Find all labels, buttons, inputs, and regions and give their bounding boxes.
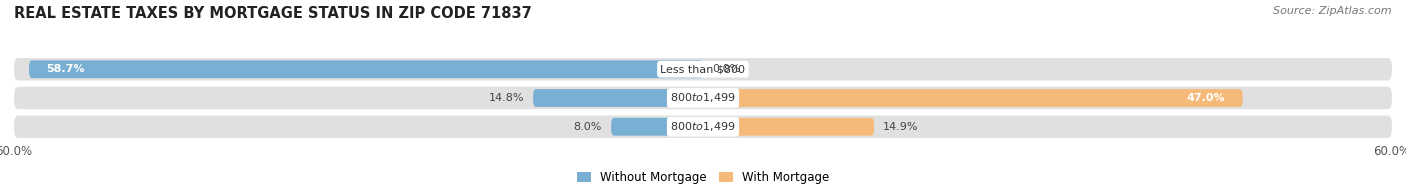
Text: REAL ESTATE TAXES BY MORTGAGE STATUS IN ZIP CODE 71837: REAL ESTATE TAXES BY MORTGAGE STATUS IN …	[14, 6, 531, 21]
Text: 8.0%: 8.0%	[574, 122, 602, 132]
FancyBboxPatch shape	[703, 118, 875, 136]
Text: Source: ZipAtlas.com: Source: ZipAtlas.com	[1274, 6, 1392, 16]
FancyBboxPatch shape	[14, 87, 1392, 109]
FancyBboxPatch shape	[14, 58, 1392, 81]
Text: Less than $800: Less than $800	[661, 64, 745, 74]
Text: 0.0%: 0.0%	[713, 64, 741, 74]
Text: $800 to $1,499: $800 to $1,499	[671, 92, 735, 104]
FancyBboxPatch shape	[30, 60, 703, 78]
Text: $800 to $1,499: $800 to $1,499	[671, 120, 735, 133]
Text: 58.7%: 58.7%	[46, 64, 84, 74]
Legend: Without Mortgage, With Mortgage: Without Mortgage, With Mortgage	[572, 166, 834, 189]
FancyBboxPatch shape	[703, 89, 1243, 107]
FancyBboxPatch shape	[533, 89, 703, 107]
FancyBboxPatch shape	[612, 118, 703, 136]
Text: 14.9%: 14.9%	[883, 122, 918, 132]
Text: 14.8%: 14.8%	[488, 93, 524, 103]
FancyBboxPatch shape	[14, 115, 1392, 138]
Text: 47.0%: 47.0%	[1187, 93, 1226, 103]
